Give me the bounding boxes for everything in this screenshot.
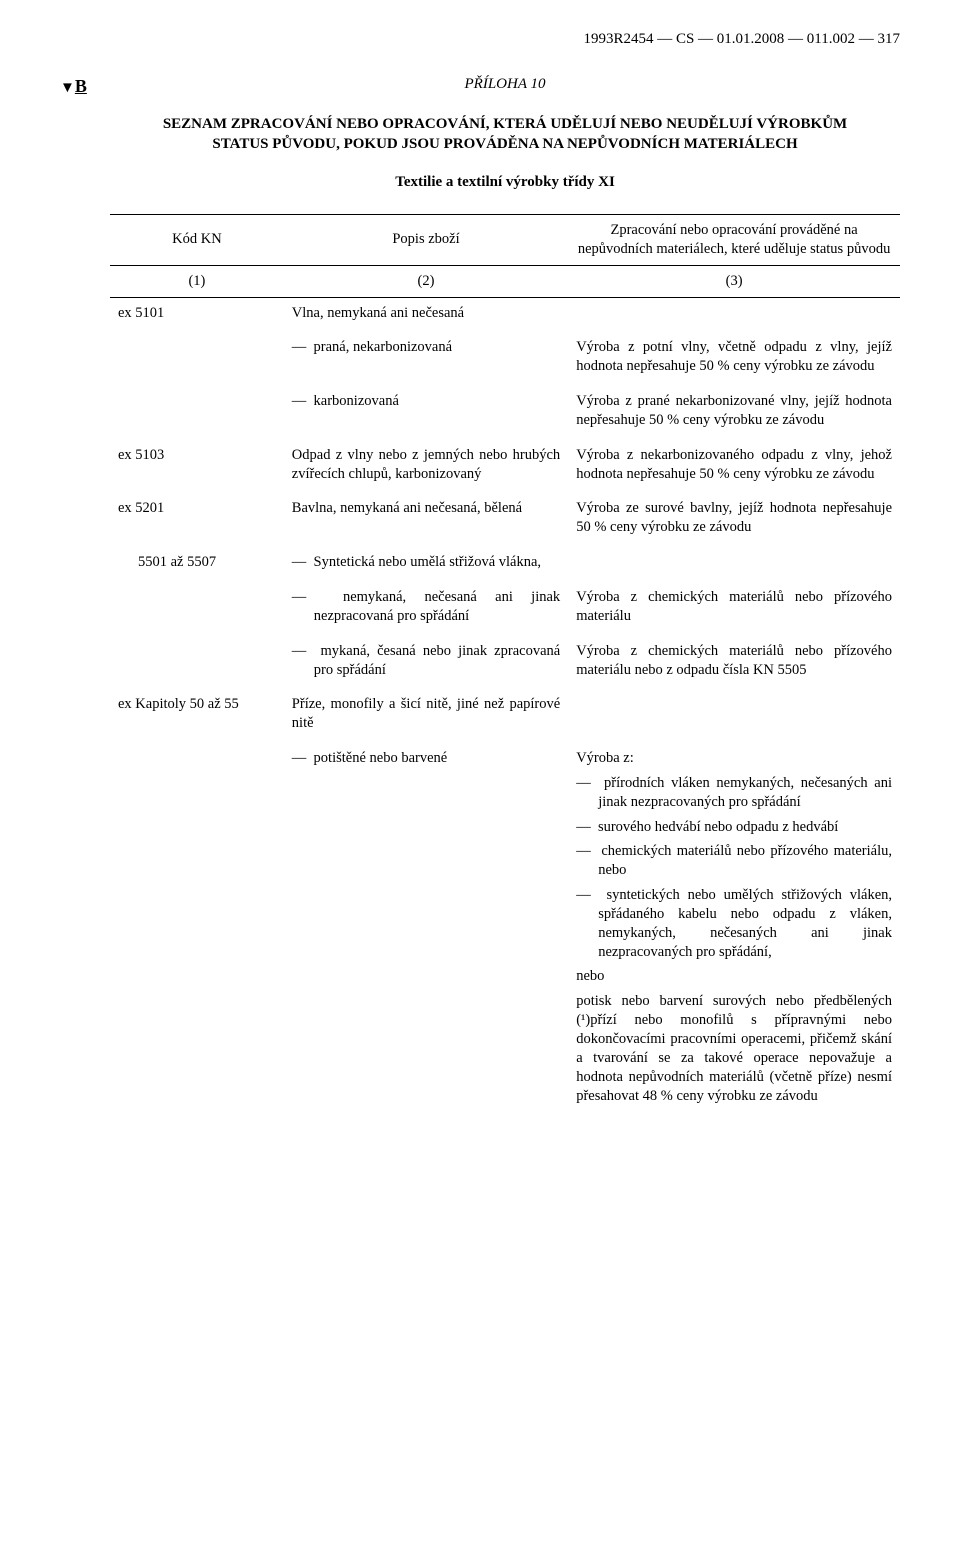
process-nebo: nebo — [576, 967, 892, 986]
dash-item: nemykaná, nečesaná ani jinak nezpracovan… — [292, 588, 560, 626]
annex-title: PŘÍLOHA 10 — [110, 75, 900, 95]
cell-process: Výroba z: přírodních vláken nemykaných, … — [568, 743, 900, 1115]
dash-item: praná, nekarbonizovaná — [292, 338, 560, 357]
cell-desc: nemykaná, nečesaná ani jinak nezpracovan… — [284, 582, 568, 636]
regulation-table: Kód KN Popis zboží Zpracování nebo oprac… — [110, 214, 900, 1115]
cell-process: Výroba z prané nekarbonizované vlny, jej… — [568, 386, 900, 440]
cell-code — [110, 386, 284, 440]
cell-code — [110, 582, 284, 636]
cell-process: Výroba z chemických materiálů nebo přízo… — [568, 582, 900, 636]
section-marker: ▼B — [60, 75, 87, 99]
cell-desc: mykaná, česaná nebo jinak zpracovaná pro… — [284, 636, 568, 690]
table-row: 5501 až 5507 Syntetická nebo umělá střiž… — [110, 547, 900, 582]
page-header: 1993R2454 — CS — 01.01.2008 — 011.002 — … — [110, 30, 900, 50]
cell-desc: Bavlna, nemykaná ani nečesaná, bělená — [284, 493, 568, 547]
dash-item: Syntetická nebo umělá střižová vlákna, — [292, 553, 560, 572]
cell-desc: Vlna, nemykaná ani nečesaná — [284, 297, 568, 332]
table-header-num-row: (1) (2) (3) — [110, 265, 900, 297]
process-item: syntetických nebo umělých střižových vlá… — [576, 886, 892, 961]
cell-process: Výroba z chemických materiálů nebo přízo… — [568, 636, 900, 690]
cell-desc: praná, nekarbonizovaná — [284, 332, 568, 386]
cell-code — [110, 332, 284, 386]
table-row: karbonizovaná Výroba z prané nekarbonizo… — [110, 386, 900, 440]
col-num-3: (3) — [568, 265, 900, 297]
cell-desc: Odpad z vlny nebo z jemných nebo hrubých… — [284, 440, 568, 494]
cell-code — [110, 743, 284, 1115]
cell-code — [110, 636, 284, 690]
cell-desc: Příze, monofily a šicí nitě, jiné než pa… — [284, 689, 568, 743]
cell-process — [568, 297, 900, 332]
process-intro: Výroba z: — [576, 749, 892, 768]
cell-desc: karbonizovaná — [284, 386, 568, 440]
dash-item: karbonizovaná — [292, 392, 560, 411]
table-row: praná, nekarbonizovaná Výroba z potní vl… — [110, 332, 900, 386]
cell-code: 5501 až 5507 — [110, 547, 284, 582]
cell-process: Výroba ze surové bavlny, jejíž hodnota n… — [568, 493, 900, 547]
cell-desc: potištěné nebo barvené — [284, 743, 568, 1115]
cell-desc: Syntetická nebo umělá střižová vlákna, — [284, 547, 568, 582]
cell-process — [568, 547, 900, 582]
cell-code: ex Kapitoly 50 až 55 — [110, 689, 284, 743]
col-num-2: (2) — [284, 265, 568, 297]
cell-process — [568, 689, 900, 743]
col-header-3: Zpracování nebo opracování prováděné na … — [568, 215, 900, 266]
table-row: ex Kapitoly 50 až 55 Příze, monofily a š… — [110, 689, 900, 743]
table-row: nemykaná, nečesaná ani jinak nezpracovan… — [110, 582, 900, 636]
cell-process: Výroba z potní vlny, včetně odpadu z vln… — [568, 332, 900, 386]
col-header-1: Kód KN — [110, 215, 284, 266]
cell-code-text: 5501 až 5507 — [138, 554, 216, 570]
table-row: potištěné nebo barvené Výroba z: přírodn… — [110, 743, 900, 1115]
cell-process: Výroba z nekarbonizovaného odpadu z vlny… — [568, 440, 900, 494]
marker-letter: B — [75, 76, 87, 96]
citation-text: 1993R2454 — CS — 01.01.2008 — 011.002 — … — [583, 31, 900, 47]
process-tail: potisk nebo barvení surových nebo předbě… — [576, 992, 892, 1105]
col-header-2: Popis zboží — [284, 215, 568, 266]
table-row: ex 5103 Odpad z vlny nebo z jemných nebo… — [110, 440, 900, 494]
cell-code: ex 5201 — [110, 493, 284, 547]
process-item: surového hedvábí nebo odpadu z hedvábí — [576, 818, 892, 837]
subtitle: Textilie a textilní výrobky třídy XI — [110, 173, 900, 193]
dash-item: mykaná, česaná nebo jinak zpracovaná pro… — [292, 642, 560, 680]
table-row: ex 5101 Vlna, nemykaná ani nečesaná — [110, 297, 900, 332]
col-num-1: (1) — [110, 265, 284, 297]
table-row: ex 5201 Bavlna, nemykaná ani nečesaná, b… — [110, 493, 900, 547]
main-title: SEZNAM ZPRACOVÁNÍ NEBO OPRACOVÁNÍ, KTERÁ… — [150, 114, 860, 155]
cell-code: ex 5101 — [110, 297, 284, 332]
process-item: chemických materiálů nebo přízového mate… — [576, 842, 892, 880]
table-row: mykaná, česaná nebo jinak zpracovaná pro… — [110, 636, 900, 690]
process-item: přírodních vláken nemykaných, nečesaných… — [576, 774, 892, 812]
marker-triangle: ▼ — [60, 80, 75, 96]
table-header-row: Kód KN Popis zboží Zpracování nebo oprac… — [110, 215, 900, 266]
cell-code: ex 5103 — [110, 440, 284, 494]
dash-item: potištěné nebo barvené — [292, 749, 560, 768]
